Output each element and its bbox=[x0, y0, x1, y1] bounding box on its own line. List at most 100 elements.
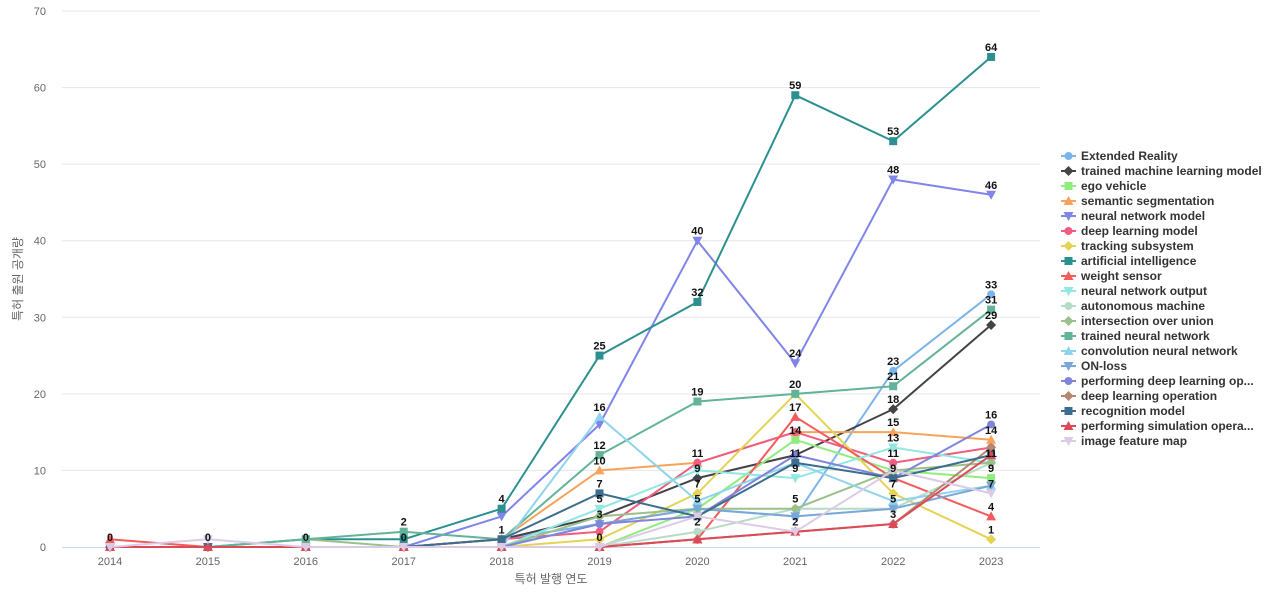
data-point bbox=[889, 382, 898, 391]
legend-item[interactable]: trained neural network bbox=[1061, 329, 1210, 343]
data-point bbox=[594, 504, 605, 514]
data-label: 5 bbox=[792, 494, 798, 506]
legend-item[interactable]: artificial intelligence bbox=[1061, 254, 1197, 268]
data-label: 11 bbox=[985, 448, 997, 460]
data-label: 10 bbox=[593, 455, 605, 467]
y-tick-label: 50 bbox=[34, 159, 46, 171]
series-line bbox=[109, 469, 992, 548]
data-label: 14 bbox=[789, 425, 802, 437]
data-label: 29 bbox=[985, 310, 997, 322]
data-point bbox=[888, 443, 899, 453]
data-point bbox=[692, 496, 703, 506]
x-tick-label: 2021 bbox=[783, 556, 807, 568]
y-tick-label: 30 bbox=[34, 312, 46, 324]
data-point bbox=[692, 488, 703, 499]
legend-label: intersection over union bbox=[1081, 314, 1214, 328]
data-label: 5 bbox=[890, 494, 896, 506]
legend-item[interactable]: Extended Reality bbox=[1061, 149, 1178, 163]
data-point bbox=[889, 458, 898, 467]
legend-item[interactable]: performing deep learning op... bbox=[1061, 374, 1254, 388]
legend-item[interactable]: image feature map bbox=[1061, 434, 1187, 448]
series-line bbox=[110, 324, 992, 548]
legend-item[interactable]: neural network model bbox=[1061, 209, 1205, 223]
data-point bbox=[105, 534, 115, 544]
data-label: 20 bbox=[789, 379, 801, 391]
data-point bbox=[888, 496, 899, 506]
legend-label: convolution neural network bbox=[1081, 344, 1238, 358]
data-point bbox=[594, 411, 605, 421]
legend-marker bbox=[1063, 437, 1074, 446]
legend-label: artificial intelligence bbox=[1081, 254, 1197, 268]
data-label: 1 bbox=[499, 524, 505, 536]
data-point bbox=[595, 527, 604, 536]
data-point bbox=[496, 543, 507, 552]
legend-marker bbox=[1063, 316, 1074, 326]
series-12 bbox=[106, 305, 996, 551]
data-point bbox=[595, 451, 604, 460]
data-point bbox=[889, 366, 898, 375]
data-point bbox=[888, 175, 899, 185]
legend-marker bbox=[1063, 212, 1074, 221]
data-point bbox=[986, 434, 997, 444]
legend-item[interactable]: trained machine learning model bbox=[1061, 164, 1262, 178]
data-point bbox=[986, 319, 997, 330]
legend-item[interactable]: ego vehicle bbox=[1061, 179, 1147, 193]
data-point bbox=[790, 512, 801, 522]
legend-item[interactable]: semantic segmentation bbox=[1061, 194, 1214, 208]
legend-item[interactable]: neural network output bbox=[1061, 284, 1207, 298]
data-point bbox=[987, 420, 996, 429]
legend-label: trained machine learning model bbox=[1081, 164, 1262, 178]
legend-marker bbox=[1063, 287, 1074, 296]
legend-label: weight sensor bbox=[1080, 269, 1162, 283]
legend-item[interactable]: weight sensor bbox=[1061, 269, 1162, 283]
data-label: 12 bbox=[593, 440, 605, 452]
legend-item[interactable]: deep learning model bbox=[1061, 224, 1198, 238]
data-label: 11 bbox=[789, 448, 801, 460]
y-tick-label: 40 bbox=[34, 236, 46, 248]
legend-marker bbox=[1064, 377, 1073, 385]
data-point bbox=[790, 359, 801, 369]
data-point bbox=[594, 534, 605, 545]
data-label: 7 bbox=[694, 478, 700, 490]
data-label: 33 bbox=[985, 279, 997, 291]
legend-item[interactable]: convolution neural network bbox=[1061, 344, 1238, 358]
data-point bbox=[791, 389, 800, 398]
legend-item[interactable]: deep learning operation bbox=[1061, 389, 1217, 403]
data-point bbox=[399, 527, 408, 536]
legend-item[interactable]: ON-loss bbox=[1061, 359, 1127, 373]
data-label: 0 bbox=[107, 532, 113, 544]
legend-marker bbox=[1063, 346, 1074, 355]
legend-item[interactable]: intersection over union bbox=[1061, 314, 1214, 328]
x-tick-label: 2020 bbox=[685, 556, 709, 568]
data-point bbox=[791, 451, 800, 460]
data-point bbox=[889, 137, 898, 146]
data-label: 24 bbox=[789, 348, 802, 360]
data-point bbox=[692, 473, 703, 484]
legend-item[interactable]: performing simulation opera... bbox=[1061, 419, 1254, 433]
data-point bbox=[986, 511, 997, 521]
data-point bbox=[202, 542, 213, 551]
data-point bbox=[986, 489, 997, 499]
y-tick-label: 20 bbox=[34, 389, 46, 401]
data-label: 25 bbox=[593, 341, 605, 353]
data-label: 15 bbox=[887, 417, 899, 429]
data-point bbox=[496, 512, 507, 522]
data-labels: 0 0 02041251612107530403219119752592420171… bbox=[107, 42, 998, 544]
legend-item[interactable]: recognition model bbox=[1061, 404, 1185, 418]
data-point bbox=[594, 465, 605, 475]
data-point bbox=[693, 458, 702, 467]
legend-item[interactable]: autonomous machine bbox=[1061, 299, 1205, 313]
data-point bbox=[497, 535, 506, 544]
data-label: 7 bbox=[596, 478, 602, 490]
legend-marker bbox=[1064, 152, 1073, 160]
legend-label: semantic segmentation bbox=[1081, 194, 1214, 208]
data-label: 2 bbox=[792, 517, 798, 529]
data-point bbox=[594, 420, 605, 430]
legend-label: performing simulation opera... bbox=[1081, 419, 1254, 433]
data-label: 17 bbox=[789, 402, 801, 414]
data-label: 13 bbox=[887, 432, 899, 444]
legend-label: ego vehicle bbox=[1081, 179, 1147, 193]
legend-marker bbox=[1063, 391, 1074, 401]
legend-item[interactable]: tracking subsystem bbox=[1061, 239, 1194, 253]
legend-marker bbox=[1063, 166, 1074, 176]
